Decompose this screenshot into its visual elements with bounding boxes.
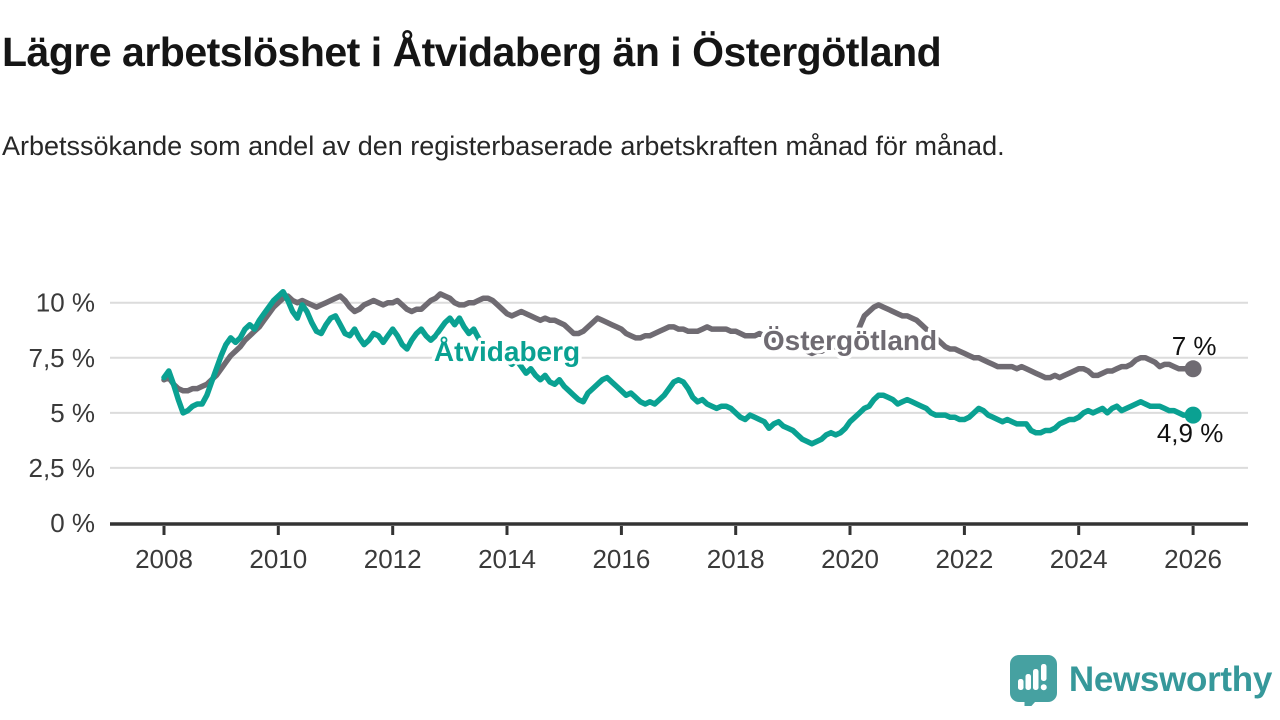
x-tick-label-2014: 2014: [478, 544, 536, 574]
end-value-label--sterg-tland: 7 %: [1172, 331, 1217, 361]
series-end-dot--tvidaberg: [1184, 406, 1202, 424]
x-tick-label-2018: 2018: [707, 544, 765, 574]
newsworthy-logo-icon: [1009, 655, 1057, 706]
y-tick-label-10: 10 %: [36, 288, 95, 318]
x-tick-label-2010: 2010: [249, 544, 307, 574]
x-tick-label-2012: 2012: [364, 544, 422, 574]
series-line--tvidaberg: [161, 288, 1196, 447]
x-tick-label-2022: 2022: [935, 544, 993, 574]
x-tick-label-2026: 2026: [1164, 544, 1222, 574]
x-tick-label-2024: 2024: [1050, 544, 1108, 574]
newsworthy-wordmark: Newsworthy: [1068, 660, 1272, 699]
chart-subtitle: Arbetssökande som andel av den registerb…: [2, 131, 1005, 161]
newsworthy-branding: Newsworthy: [1009, 654, 1272, 706]
x-tick-label-2008: 2008: [135, 544, 193, 574]
series-label--tvidaberg: Åtvidaberg: [434, 336, 580, 367]
x-tick-label-2020: 2020: [821, 544, 879, 574]
y-tick-label-7.5: 7,5 %: [29, 343, 96, 373]
series-end-dot--sterg-tland: [1184, 360, 1202, 378]
end-value-label--tvidaberg: 4,9 %: [1157, 418, 1224, 448]
series-line--sterg-tland: [161, 291, 1196, 394]
y-tick-label-5: 5 %: [50, 398, 95, 428]
y-tick-label-2.5: 2,5 %: [29, 453, 96, 483]
y-tick-label-0: 0 %: [50, 508, 95, 538]
chart-title: Lägre arbetslöshet i Åtvidaberg än i Öst…: [2, 29, 942, 75]
x-tick-label-2016: 2016: [592, 544, 650, 574]
series-label--sterg-tland: Östergötland: [763, 325, 937, 356]
